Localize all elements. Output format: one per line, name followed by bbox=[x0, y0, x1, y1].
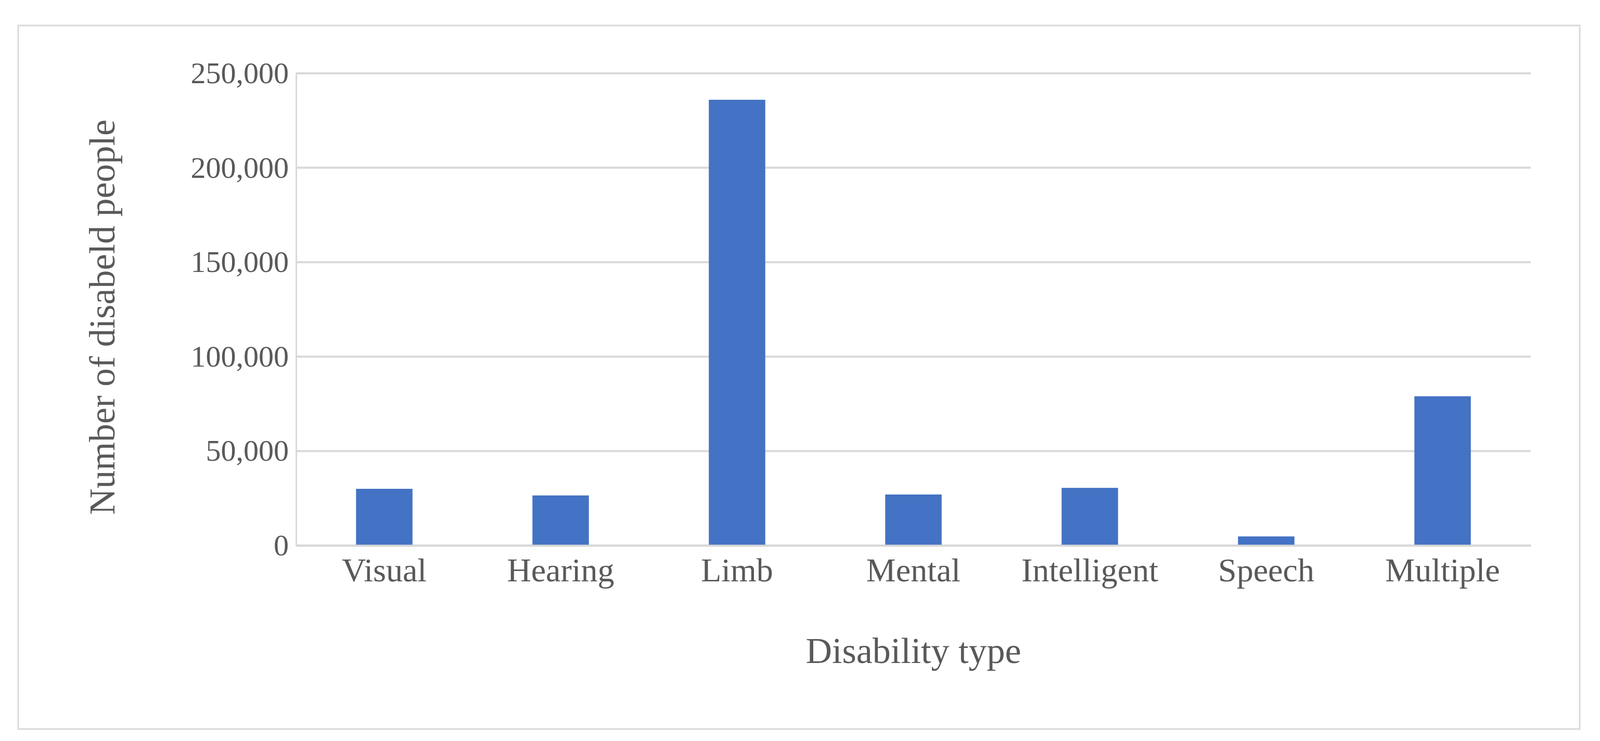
y-tick-label: 100,000 bbox=[190, 339, 290, 374]
y-tick: 0 bbox=[273, 528, 297, 563]
y-tick: 200,000 bbox=[190, 150, 297, 185]
grid-line bbox=[296, 72, 1531, 75]
y-tick: 50,000 bbox=[206, 433, 297, 468]
x-tick: Intelligent bbox=[1021, 545, 1159, 590]
y-tick: 100,000 bbox=[190, 339, 297, 374]
x-tick: Limb bbox=[700, 545, 774, 590]
grid bbox=[296, 73, 1531, 546]
x-tick-label: Multiple bbox=[1385, 552, 1500, 590]
y-tick-label: 200,000 bbox=[190, 150, 290, 185]
bar bbox=[1414, 396, 1471, 546]
bar bbox=[708, 99, 765, 546]
x-axis-line bbox=[296, 545, 1532, 548]
x-axis: Visual Hearing Limb Mental Intelligent Speech… bbox=[296, 545, 1532, 590]
y-axis-line bbox=[295, 73, 298, 547]
x-tick-label: Intelligent bbox=[1021, 552, 1159, 590]
grid-line bbox=[296, 167, 1531, 170]
x-tick: Hearing bbox=[506, 545, 614, 590]
x-tick: Speech bbox=[1218, 545, 1315, 590]
y-axis: 0 50,000 100,000 150,000 200,000 250,000 bbox=[190, 56, 297, 563]
x-tick-label: Visual bbox=[341, 552, 427, 590]
y-tick-label: 0 bbox=[273, 528, 289, 563]
x-tick-label: Mental bbox=[866, 552, 961, 590]
bar bbox=[1061, 488, 1118, 546]
bar bbox=[885, 494, 942, 546]
x-tick-label: Hearing bbox=[506, 552, 614, 590]
x-axis-title: Disability type bbox=[805, 631, 1021, 672]
chart-frame bbox=[18, 25, 1580, 730]
y-tick-label: 250,000 bbox=[190, 56, 290, 91]
grid-line bbox=[296, 450, 1531, 453]
x-tick: Visual bbox=[341, 545, 427, 590]
x-tick: Multiple bbox=[1385, 545, 1500, 590]
bar bbox=[532, 495, 589, 546]
y-tick: 150,000 bbox=[190, 245, 297, 279]
y-tick-label: 50,000 bbox=[206, 433, 290, 468]
y-tick: 250,000 bbox=[190, 56, 297, 91]
bar bbox=[1237, 536, 1295, 546]
y-tick-label: 150,000 bbox=[190, 245, 290, 279]
bar bbox=[355, 489, 413, 546]
grid-line bbox=[296, 355, 1531, 358]
y-axis-title: Number of disabeld people bbox=[82, 119, 123, 516]
x-tick-label: Limb bbox=[700, 552, 774, 590]
x-tick-label: Speech bbox=[1218, 552, 1315, 590]
bars bbox=[355, 99, 1471, 546]
grid-line bbox=[296, 544, 1531, 547]
chart: 0 50,000 100,000 150,000 200,000 250,000 Visua… bbox=[0, 0, 1600, 741]
grid-line bbox=[296, 261, 1531, 264]
x-tick: Mental bbox=[866, 545, 961, 590]
